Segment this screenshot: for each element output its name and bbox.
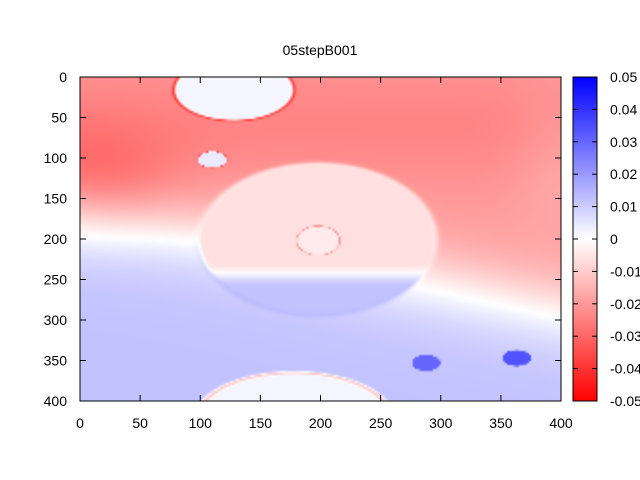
x-tick-label: 350	[489, 415, 513, 431]
chart-title: 05stepB001	[283, 42, 358, 58]
colorbar-tick-label: 0.02	[610, 166, 637, 182]
colorbar-tick-label: 0.04	[610, 101, 637, 117]
colorbar-tick-label: -0.02	[610, 296, 640, 312]
y-axis: 0 50 100 150 200 250 300 350 400	[44, 69, 561, 409]
x-tick-label: 150	[249, 415, 273, 431]
y-tick-label: 100	[44, 150, 68, 166]
y-tick-label: 50	[51, 110, 67, 126]
y-tick-label: 0	[59, 69, 67, 85]
y-tick-label: 250	[44, 272, 68, 288]
y-tick-label: 400	[44, 393, 68, 409]
x-axis: 0 50 100 150 200 250 300 350 400	[76, 77, 573, 431]
colorbar-tick-label: -0.05	[610, 393, 640, 409]
colorbar-tick-label: 0.01	[610, 199, 637, 215]
colorbar-tick-label: -0.01	[610, 263, 640, 279]
x-tick-label: 300	[429, 415, 453, 431]
heatmap-image	[80, 77, 561, 401]
y-tick-label: 300	[44, 312, 68, 328]
colorbar-tick-label: -0.03	[610, 328, 640, 344]
x-tick-label: 400	[549, 415, 573, 431]
colorbar-tick-label: 0.05	[610, 69, 637, 85]
colorbar-axis: 0.05 0.04 0.03 0.02 0.01 0 -0.01 -0.02 -0.03 -0.0…	[573, 69, 640, 409]
y-tick-label: 150	[44, 191, 68, 207]
heatmap-raster	[80, 77, 561, 401]
x-tick-label: 200	[309, 415, 333, 431]
x-tick-label: 0	[76, 415, 84, 431]
colorbar-tick-label: 0	[610, 231, 618, 247]
colorbar-tick-label: 0.03	[610, 134, 637, 150]
colorbar-tick-label: -0.04	[610, 361, 640, 377]
y-tick-label: 200	[44, 231, 68, 247]
y-tick-label: 350	[44, 353, 68, 369]
x-tick-label: 100	[189, 415, 213, 431]
x-tick-label: 250	[369, 415, 393, 431]
x-tick-label: 50	[132, 415, 148, 431]
